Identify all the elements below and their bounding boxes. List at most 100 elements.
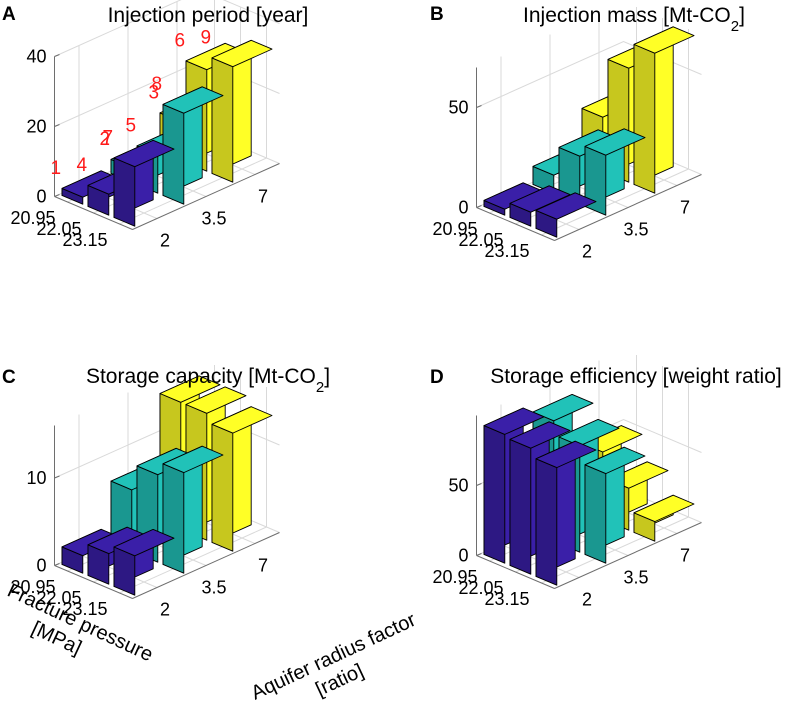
y-axis bbox=[132, 532, 280, 599]
bar-number-label: 8 bbox=[151, 74, 162, 95]
y-tick-label: 2 bbox=[160, 231, 170, 251]
chart-title: Injection period [year] bbox=[108, 4, 309, 27]
bars bbox=[483, 393, 695, 586]
bar-d-3-1 bbox=[535, 440, 597, 586]
x-axis bbox=[476, 207, 555, 241]
bar-face-side bbox=[211, 57, 234, 183]
z-tick-label: 0 bbox=[458, 546, 468, 566]
bar-face-side bbox=[633, 43, 656, 194]
bar-a-3-1 bbox=[113, 139, 175, 227]
gridline-x-floor bbox=[541, 516, 689, 584]
z-tickmark bbox=[476, 105, 482, 108]
panel-letter: A bbox=[2, 4, 16, 25]
y-axis-title: Aquifer radius factor[ratio] bbox=[248, 609, 430, 718]
chart-title: Storage efficiency [weight ratio] bbox=[490, 365, 781, 388]
y-tick-label: 7 bbox=[258, 187, 268, 207]
bars bbox=[61, 375, 273, 596]
bar-face-side bbox=[162, 103, 185, 205]
gridline-x-floor bbox=[119, 526, 267, 594]
bar-number-label: 2 bbox=[99, 129, 110, 150]
z-tick-label: 0 bbox=[458, 198, 468, 218]
x-tick-label: 20.95 bbox=[432, 567, 477, 587]
bar-face-top bbox=[159, 375, 221, 403]
z-tickmark bbox=[54, 54, 60, 57]
bar-face-top bbox=[584, 446, 646, 475]
bar-face-top bbox=[211, 39, 273, 68]
gridline-z bbox=[54, 0, 280, 57]
z-tick-label: 40 bbox=[26, 47, 46, 67]
y-tick-label: 2 bbox=[582, 242, 592, 262]
bar-face-top bbox=[584, 128, 646, 156]
z-tickmark bbox=[54, 194, 60, 197]
bar-number-label: 6 bbox=[174, 30, 185, 51]
bar-face-top bbox=[633, 26, 695, 54]
y-tick-label: 7 bbox=[258, 556, 268, 576]
bar-face-top bbox=[162, 445, 224, 474]
z-tick-label: 10 bbox=[26, 468, 46, 488]
z-tickmark bbox=[476, 553, 482, 556]
bar-number-label: 9 bbox=[200, 27, 211, 48]
panel-letter: C bbox=[2, 367, 16, 388]
bar-number-label: 1 bbox=[50, 158, 61, 179]
bar-c-3-1 bbox=[113, 528, 175, 596]
x-tick-label: 20.95 bbox=[432, 219, 477, 239]
bar-face-side bbox=[162, 463, 185, 574]
x-tick-label: 22.05 bbox=[36, 219, 81, 239]
bar-b-3-2 bbox=[584, 128, 646, 216]
bar-a-3-3 bbox=[211, 39, 273, 183]
z-tickmark bbox=[54, 475, 60, 479]
bar-face-side bbox=[113, 157, 136, 227]
y-tick-label: 3.5 bbox=[201, 578, 226, 598]
chart-title-main: Storage efficiency [weight ratio] bbox=[490, 365, 781, 388]
x-tick-label: 23.15 bbox=[62, 599, 107, 619]
bar-face-top bbox=[483, 407, 545, 435]
bar-d-3-3 bbox=[633, 494, 695, 542]
z-tick-label: 50 bbox=[448, 476, 468, 496]
bar-face-top bbox=[532, 393, 594, 422]
bar-c-3-2 bbox=[162, 445, 224, 574]
bar-b-3-3 bbox=[633, 26, 695, 194]
chart-title-end: ] bbox=[739, 4, 745, 27]
bar-face-side bbox=[584, 464, 607, 564]
panel-letter: D bbox=[430, 367, 444, 388]
chart-title: Injection mass [Mt-CO2] bbox=[523, 4, 745, 35]
y-tick-label: 2 bbox=[582, 590, 592, 610]
bar-face-side bbox=[535, 458, 558, 586]
gridline-x-floor bbox=[119, 157, 267, 225]
bar-d-3-2 bbox=[584, 446, 646, 564]
z-tickmark bbox=[476, 205, 482, 208]
bar-face-top bbox=[211, 406, 273, 434]
bar-face-side bbox=[483, 425, 506, 564]
chart-title-subscript: 2 bbox=[731, 18, 739, 35]
z-tick-label: 50 bbox=[448, 98, 468, 118]
x-tick-label: 23.15 bbox=[484, 241, 529, 261]
x-axis bbox=[54, 196, 133, 230]
gridline-x-floor bbox=[541, 168, 689, 236]
bar-c-2-1 bbox=[87, 526, 149, 585]
bar-face-top bbox=[113, 528, 175, 557]
chart-title: Storage capacity [Mt-CO2] bbox=[86, 365, 330, 396]
chart-title-end: ] bbox=[324, 365, 330, 388]
bar-number-label: 5 bbox=[125, 115, 136, 136]
y-axis bbox=[554, 174, 702, 241]
x-tick-label: 20.95 bbox=[10, 577, 55, 597]
bar-number-label: 4 bbox=[76, 155, 87, 176]
gridline-z bbox=[476, 40, 702, 108]
z-tick-label: 0 bbox=[36, 187, 46, 207]
bar-b-3-1 bbox=[535, 192, 597, 238]
x-axis bbox=[54, 565, 133, 599]
chart-title-main: Injection mass [Mt-CO bbox=[523, 4, 731, 27]
bar-face-top bbox=[509, 421, 571, 449]
z-tickmark bbox=[54, 563, 60, 566]
bars bbox=[61, 39, 273, 227]
x-axis bbox=[476, 555, 555, 589]
bar-c-3-3 bbox=[211, 406, 273, 552]
x-tick-label: 23.15 bbox=[484, 589, 529, 609]
bar-face-top bbox=[633, 494, 695, 523]
y-axis bbox=[132, 163, 280, 230]
